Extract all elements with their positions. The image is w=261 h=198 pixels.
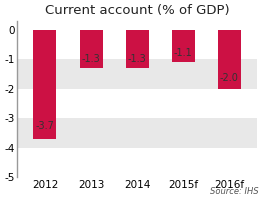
Bar [172, 30, 195, 62]
Bar [17, 118, 257, 148]
Text: -2.0: -2.0 [220, 73, 239, 83]
Text: -1.3: -1.3 [128, 54, 146, 64]
Title: Current account (% of GDP): Current account (% of GDP) [45, 4, 229, 17]
Text: -1.1: -1.1 [174, 48, 193, 58]
Text: -3.7: -3.7 [35, 122, 54, 131]
Bar [33, 30, 56, 139]
Bar [126, 30, 149, 68]
Bar [17, 30, 257, 59]
Bar [218, 30, 241, 89]
Text: -1.3: -1.3 [82, 54, 100, 64]
Bar [17, 89, 257, 118]
Bar [80, 30, 103, 68]
Bar [17, 148, 257, 177]
Text: Source: IHS: Source: IHS [210, 187, 258, 196]
Bar [17, 59, 257, 89]
